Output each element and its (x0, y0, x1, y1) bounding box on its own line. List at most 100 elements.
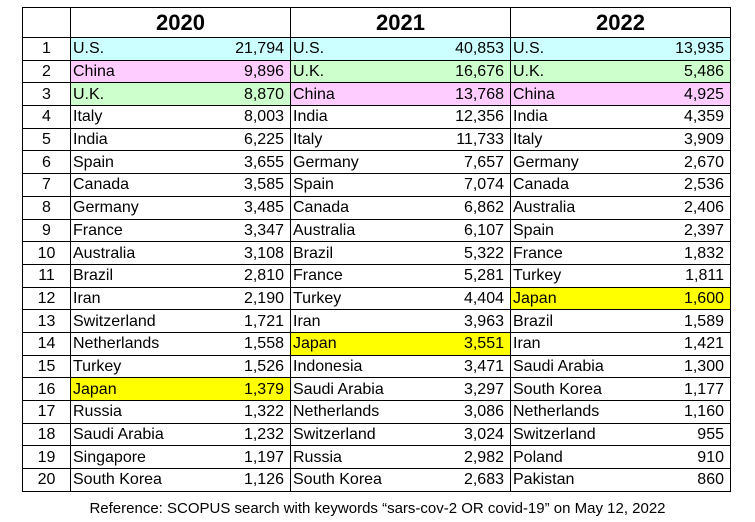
table-row: 5 India 6,225 Italy 11,733 Italy 3,909 (22, 127, 731, 152)
count-cell-2020: 1,322 (194, 400, 291, 424)
country-cell-2020: Australia (70, 241, 195, 265)
country-cell-2022: Switzerland (510, 422, 635, 447)
count-cell-2020: 3,485 (194, 195, 291, 220)
rank-cell: 1 (22, 37, 71, 61)
rank-cell: 6 (22, 150, 71, 175)
table-row: 8 Germany 3,485 Canada 6,862 Australia 2,406 (22, 195, 731, 220)
table-row: 20 South Korea 1,126 South Korea 2,683 Pakist… (22, 468, 731, 492)
rank-cell: 8 (22, 195, 71, 220)
count-cell-2022: 4,925 (634, 82, 731, 107)
country-cell-2020: Russia (70, 400, 195, 424)
country-cell-2022: Japan (510, 286, 635, 311)
rank-cell: 7 (22, 173, 71, 197)
country-cell-2021: Saudi Arabia (290, 377, 415, 401)
country-cell-2021: India (290, 105, 415, 129)
count-cell-2021: 3,086 (414, 400, 511, 424)
rank-cell: 19 (22, 445, 71, 470)
count-cell-2022: 2,406 (634, 195, 731, 220)
rank-cell: 15 (22, 354, 71, 379)
country-cell-2022: India (510, 105, 635, 129)
year-header-2020: 2020 (70, 7, 291, 38)
count-cell-2020: 8,003 (194, 105, 291, 129)
country-cell-2021: Spain (290, 173, 415, 197)
count-cell-2021: 5,281 (414, 263, 511, 288)
country-cell-2020: China (70, 59, 195, 84)
count-cell-2020: 3,347 (194, 218, 291, 243)
table-row: 2 China 9,896 U.K. 16,676 U.K. 5,486 (22, 59, 731, 84)
country-cell-2022: France (510, 241, 635, 265)
country-cell-2020: Switzerland (70, 309, 195, 333)
table-row: 16 Japan 1,379 Saudi Arabia 3,297 South Korea… (22, 377, 731, 401)
country-cell-2021: France (290, 263, 415, 288)
count-cell-2020: 1,232 (194, 422, 291, 447)
count-cell-2021: 3,963 (414, 309, 511, 333)
table-row: 15 Turkey 1,526 Indonesia 3,471 Saudi Arabia 1… (22, 354, 731, 379)
count-cell-2020: 9,896 (194, 59, 291, 84)
table-row: 18 Saudi Arabia 1,232 Switzerland 3,024 Switz… (22, 422, 731, 447)
country-cell-2021: Russia (290, 445, 415, 470)
rank-cell: 5 (22, 127, 71, 152)
count-cell-2020: 2,190 (194, 286, 291, 311)
country-cell-2021: Japan (290, 331, 415, 356)
country-cell-2020: U.S. (70, 37, 195, 61)
rank-header (22, 7, 71, 38)
count-cell-2021: 2,982 (414, 445, 511, 470)
rank-cell: 17 (22, 400, 71, 424)
table-row: 4 Italy 8,003 India 12,356 India 4,359 (22, 105, 731, 129)
count-cell-2020: 8,870 (194, 82, 291, 107)
rank-cell: 13 (22, 309, 71, 333)
count-cell-2022: 910 (634, 445, 731, 470)
country-cell-2020: Italy (70, 105, 195, 129)
country-cell-2020: India (70, 127, 195, 152)
rank-cell: 12 (22, 286, 71, 311)
country-cell-2020: Iran (70, 286, 195, 311)
count-cell-2022: 5,486 (634, 59, 731, 84)
country-cell-2021: Iran (290, 309, 415, 333)
table-row: 1 U.S. 21,794 U.S. 40,853 U.S. 13,935 (22, 37, 731, 61)
count-cell-2021: 3,471 (414, 354, 511, 379)
country-cell-2022: South Korea (510, 377, 635, 401)
country-cell-2021: Germany (290, 150, 415, 175)
country-cell-2022: Australia (510, 195, 635, 220)
country-cell-2020: Japan (70, 377, 195, 401)
count-cell-2021: 6,107 (414, 218, 511, 243)
country-cell-2021: China (290, 82, 415, 107)
count-cell-2020: 21,794 (194, 37, 291, 61)
country-cell-2021: Canada (290, 195, 415, 220)
count-cell-2021: 11,733 (414, 127, 511, 152)
count-cell-2020: 1,526 (194, 354, 291, 379)
country-cell-2020: Netherlands (70, 331, 195, 356)
count-cell-2022: 3,909 (634, 127, 731, 152)
country-cell-2020: Brazil (70, 263, 195, 288)
country-cell-2021: U.K. (290, 59, 415, 84)
count-cell-2022: 1,600 (634, 286, 731, 311)
country-cell-2022: Italy (510, 127, 635, 152)
table-row: 13 Switzerland 1,721 Iran 3,963 Brazil 1,589 (22, 309, 731, 333)
country-cell-2021: Italy (290, 127, 415, 152)
count-cell-2020: 1,379 (194, 377, 291, 401)
table-row: 10 Australia 3,108 Brazil 5,322 France 1,832 (22, 241, 731, 265)
country-cell-2021: Switzerland (290, 422, 415, 447)
count-cell-2022: 2,670 (634, 150, 731, 175)
count-cell-2021: 7,657 (414, 150, 511, 175)
country-cell-2022: Poland (510, 445, 635, 470)
count-cell-2022: 2,536 (634, 173, 731, 197)
country-cell-2021: Australia (290, 218, 415, 243)
country-cell-2021: Indonesia (290, 354, 415, 379)
table-row: 17 Russia 1,322 Netherlands 3,086 Netherlands… (22, 400, 731, 424)
count-cell-2020: 1,126 (194, 468, 291, 492)
table-row: 11 Brazil 2,810 France 5,281 Turkey 1,811 (22, 263, 731, 288)
year-header-2021: 2021 (290, 7, 511, 38)
country-cell-2020: France (70, 218, 195, 243)
country-ranking-table: 2020 2021 2022 1 U.S. 21,794 U.S. 40,853 U.S.… (22, 7, 731, 492)
count-cell-2022: 1,832 (634, 241, 731, 265)
table-row: 6 Spain 3,655 Germany 7,657 Germany 2,670 (22, 150, 731, 175)
count-cell-2020: 1,721 (194, 309, 291, 333)
count-cell-2021: 5,322 (414, 241, 511, 265)
count-cell-2020: 2,810 (194, 263, 291, 288)
rank-cell: 3 (22, 82, 71, 107)
count-cell-2021: 2,683 (414, 468, 511, 492)
count-cell-2020: 6,225 (194, 127, 291, 152)
count-cell-2020: 3,108 (194, 241, 291, 265)
